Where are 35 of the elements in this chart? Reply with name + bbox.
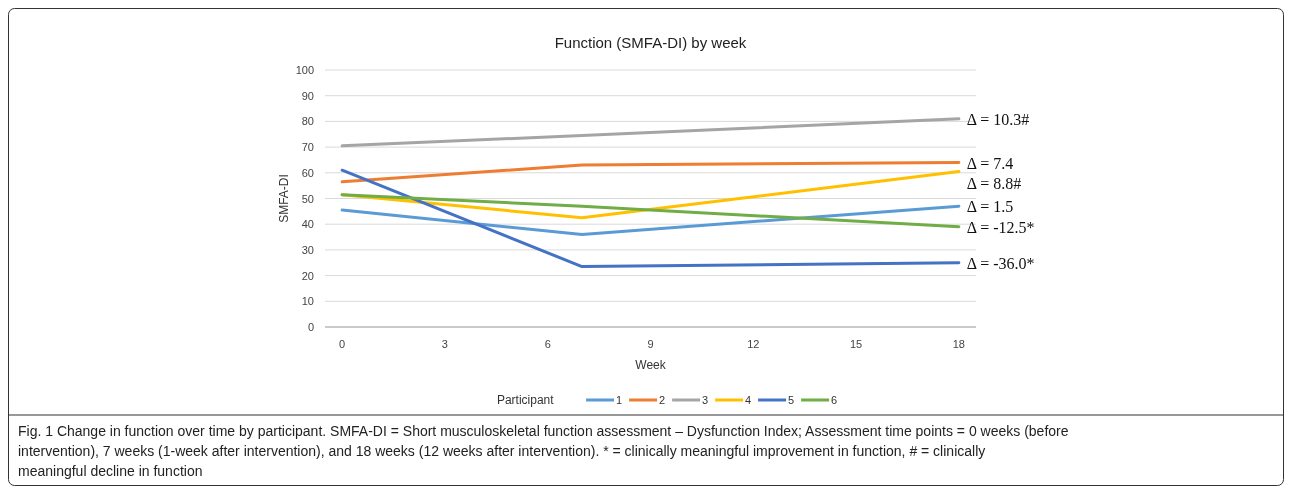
y-tick-label: 100 [295, 64, 314, 76]
legend-title: Participant [496, 393, 555, 407]
x-tick-label: 9 [647, 338, 654, 350]
annotation: Δ = 8.8# [966, 174, 1022, 192]
x-tick-label: 6 [544, 338, 551, 350]
y-tick-label: 80 [301, 115, 314, 128]
y-tick-label: 0 [307, 321, 314, 333]
legend-label: 6 [831, 394, 838, 406]
annotation: Δ = 1.5 [966, 198, 1014, 216]
legend-label: 1 [616, 394, 623, 406]
x-tick-label: 18 [952, 338, 965, 350]
annotation: Δ = 7.4 [966, 154, 1014, 172]
y-tick-label: 70 [301, 141, 314, 154]
x-tick-label: 15 [849, 338, 863, 350]
x-tick-label: 0 [339, 338, 346, 350]
chart-title: Function (SMFA-DI) by week [554, 34, 747, 51]
legend-label: 5 [788, 394, 795, 406]
y-tick-label: 20 [301, 269, 314, 282]
x-tick-label: 12 [747, 338, 760, 350]
y-tick-label: 90 [301, 89, 314, 102]
legend-label: 4 [745, 394, 752, 406]
y-tick-label: 30 [301, 243, 314, 256]
y-axis-title: SMFA-DI [277, 174, 291, 223]
y-tick-label: 40 [301, 218, 314, 231]
x-tick-label: 3 [441, 338, 448, 350]
x-axis-title: Week [635, 358, 667, 372]
annotation: Δ = -36.0* [966, 254, 1035, 272]
y-tick-label: 60 [301, 166, 314, 179]
annotation: Δ = 10.3# [966, 110, 1030, 128]
legend-label: 2 [659, 394, 666, 406]
y-tick-label: 10 [301, 295, 314, 308]
annotation: Δ = -12.5* [966, 218, 1035, 236]
legend-label: 3 [702, 394, 709, 406]
y-tick-label: 50 [301, 192, 314, 205]
caption: Fig. 1 Change in function over time by participant. SMFA-DI = Short musculoskeletal function assessment – Dysfunction Index; Assessment time points = 0 weeks (before intervention), 7 weeks (1-week after intervention), and 18 weeks (12 weeks after intervention). * = clinically meaningful improvement in function, # = clinically meaningful decline in function [18, 423, 1069, 479]
